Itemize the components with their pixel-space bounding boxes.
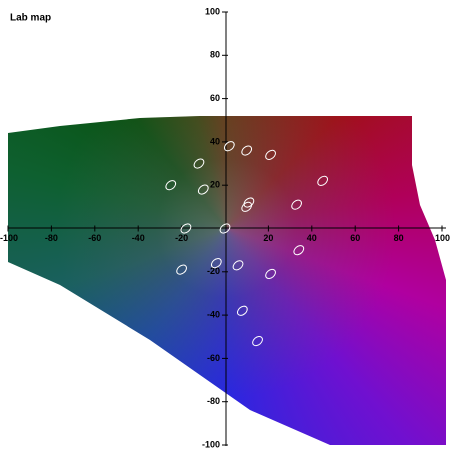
y-tick-label: 20 <box>210 180 220 190</box>
x-tick-label: -80 <box>45 233 58 243</box>
y-tick-label: 60 <box>210 93 220 103</box>
point <box>291 199 302 210</box>
y-tick-label: -100 <box>202 439 220 449</box>
point <box>232 260 244 271</box>
x-tick-label: -40 <box>132 233 145 243</box>
x-tick-label: 80 <box>394 233 404 243</box>
x-tick-label: -100 <box>0 233 18 243</box>
y-tick-label: 100 <box>205 6 220 16</box>
x-tick-label: 40 <box>307 233 317 243</box>
point <box>241 145 253 156</box>
point <box>317 175 329 186</box>
y-tick-label: -40 <box>207 309 220 319</box>
point <box>180 223 192 234</box>
x-tick-label: 60 <box>350 233 360 243</box>
point <box>197 184 209 195</box>
point <box>165 180 177 191</box>
point <box>265 149 276 160</box>
point <box>210 258 222 269</box>
y-tick-label: 80 <box>210 50 220 60</box>
point <box>176 264 187 275</box>
point <box>293 245 305 256</box>
point <box>193 158 205 169</box>
y-tick-label: -80 <box>207 396 220 406</box>
chart-title: Lab map <box>10 13 51 24</box>
x-tick-label: -60 <box>88 233 101 243</box>
y-tick-label: -60 <box>207 353 220 363</box>
point <box>219 223 231 234</box>
point <box>223 141 235 152</box>
x-tick-label: 20 <box>263 233 273 243</box>
point <box>252 336 263 347</box>
point <box>236 305 248 316</box>
x-tick-label: 100 <box>435 233 450 243</box>
y-tick-label: -20 <box>207 266 220 276</box>
point <box>241 201 253 212</box>
x-tick-label: -20 <box>175 233 188 243</box>
point <box>265 268 276 280</box>
y-tick-label: 40 <box>210 136 220 146</box>
